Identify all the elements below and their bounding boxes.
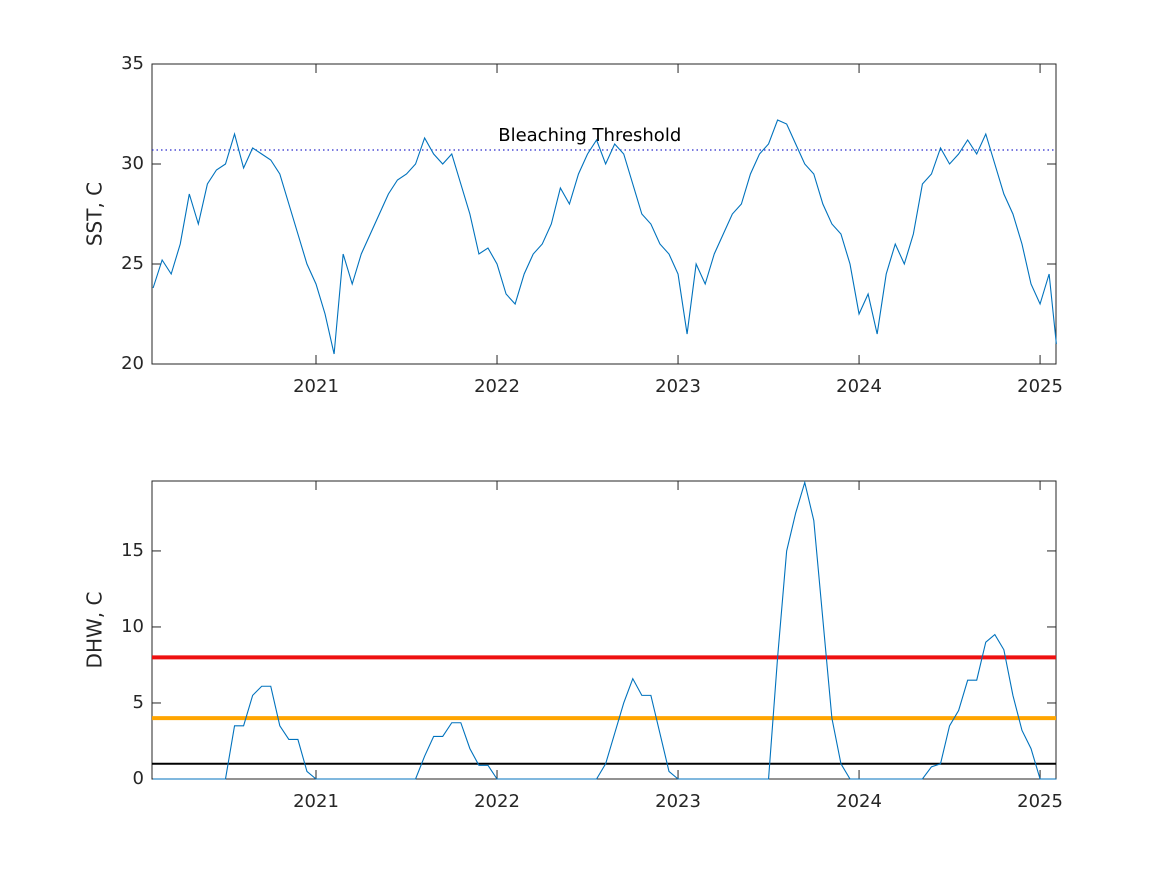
y-tick-label: 25 bbox=[121, 253, 144, 274]
data-line bbox=[152, 119, 1057, 355]
x-tick-label: 2023 bbox=[655, 376, 701, 397]
x-tick-label: 2025 bbox=[1017, 376, 1063, 397]
data-line bbox=[153, 480, 1057, 780]
y-tick-label: 15 bbox=[121, 540, 144, 561]
x-tick-label: 2021 bbox=[293, 791, 339, 812]
axes-box bbox=[151, 63, 1057, 365]
y-axis-label: SST, C bbox=[83, 182, 107, 246]
y-axis-label: DHW, C bbox=[83, 592, 107, 669]
x-tick-label: 2022 bbox=[474, 376, 520, 397]
x-tick-label: 2023 bbox=[655, 791, 701, 812]
y-tick-label: 30 bbox=[121, 153, 144, 174]
x-tick-label: 2021 bbox=[293, 376, 339, 397]
y-tick-label: 35 bbox=[121, 53, 144, 74]
y-tick-label: 0 bbox=[133, 768, 144, 789]
x-tick-label: 2024 bbox=[836, 376, 882, 397]
y-tick-label: 5 bbox=[133, 692, 144, 713]
y-tick-label: 10 bbox=[121, 616, 144, 637]
y-tick-label: 20 bbox=[121, 353, 144, 374]
x-tick-label: 2024 bbox=[836, 791, 882, 812]
x-tick-label: 2025 bbox=[1017, 791, 1063, 812]
x-tick-label: 2022 bbox=[474, 791, 520, 812]
threshold-label: Bleaching Threshold bbox=[498, 125, 681, 146]
axes-box bbox=[151, 480, 1057, 780]
